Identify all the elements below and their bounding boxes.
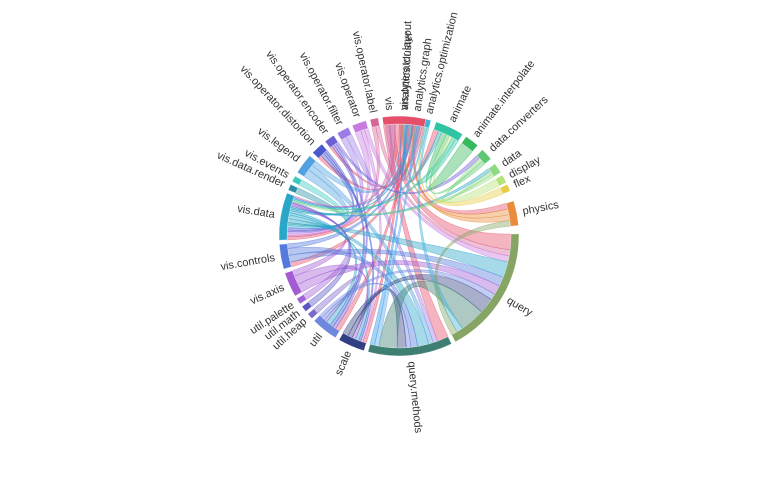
arc-scale[interactable] <box>338 332 367 352</box>
label-animate: animate <box>447 84 474 125</box>
label-scale: scale <box>333 349 354 377</box>
arc-display[interactable] <box>495 174 507 187</box>
label-animate-interpolate: animate.interpolate <box>471 58 537 140</box>
arc-util-palette[interactable] <box>296 294 307 305</box>
label-vis-data: vis.data <box>236 203 276 221</box>
label-layer: vis analytics.clusteranalytics.graphanaly… <box>215 11 560 434</box>
label-query-methods: query.methods <box>405 361 424 434</box>
arc-vis-controls[interactable] <box>279 243 292 270</box>
arc-vis-data[interactable] <box>278 192 295 241</box>
arc-query-methods[interactable] <box>367 336 452 357</box>
arc-vis-operator-filter[interactable] <box>336 126 352 141</box>
arc-util-math[interactable] <box>301 301 313 312</box>
arc-util-heap[interactable] <box>307 308 319 319</box>
label-vis-controls: vis.controls <box>220 252 277 273</box>
arc-vis-events[interactable] <box>291 175 303 186</box>
arc-flex[interactable] <box>499 184 511 195</box>
arc-vis-operator-label[interactable] <box>369 117 380 128</box>
arc-vis-operator[interactable] <box>351 120 369 134</box>
arc-physics[interactable] <box>505 200 519 227</box>
label-vis-operator-layout: vis.operator.layout <box>398 21 414 111</box>
label-vis-axis: vis.axis <box>248 281 286 307</box>
label-query: query <box>505 295 535 320</box>
label-analytics-cluster: analytics.cluster <box>399 31 415 110</box>
arc-animate[interactable] <box>433 121 463 142</box>
arc-vis-data-render[interactable] <box>287 184 299 194</box>
arc-data-converters[interactable] <box>476 149 492 165</box>
arc-layer <box>278 115 520 357</box>
arc-util[interactable] <box>313 314 340 339</box>
arc-animate-interpolate[interactable] <box>461 136 479 152</box>
arc-vis-axis[interactable] <box>284 270 303 297</box>
arc-vis-legend[interactable] <box>296 155 317 177</box>
arc-vis-operator-encoder[interactable] <box>324 135 339 149</box>
label-vis: vis <box>382 97 395 112</box>
arc-data[interactable] <box>488 163 502 177</box>
label-physics: physics <box>522 199 561 218</box>
ribbon-layer <box>286 123 512 349</box>
arc-query[interactable] <box>451 233 520 343</box>
arc-vis-operator-distortion[interactable] <box>312 143 328 159</box>
label-util: util <box>307 331 325 349</box>
arc-vis-operator-layout[interactable] <box>382 115 427 128</box>
